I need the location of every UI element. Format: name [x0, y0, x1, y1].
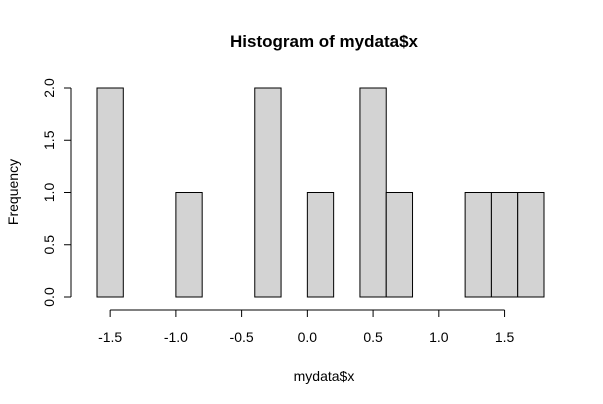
- histogram-bar: [464, 192, 492, 298]
- histogram-bar: [96, 87, 124, 298]
- histogram-bar: [385, 192, 414, 298]
- y-axis: 0.0 0.5 1.0 1.5 2.0: [41, 78, 72, 307]
- histogram-bar: [306, 192, 335, 298]
- y-tick-label: 1.5: [41, 130, 57, 150]
- y-axis-label: Frequency: [5, 159, 21, 225]
- x-tick-label: 1.0: [429, 329, 449, 345]
- histogram-bar: [517, 192, 545, 298]
- x-axis-label: mydata$x: [294, 368, 355, 384]
- y-tick-label: 1.0: [41, 183, 57, 203]
- histogram-bar: [490, 192, 519, 298]
- x-tick-label: -1.0: [164, 329, 188, 345]
- x-tick-label: 0.5: [363, 329, 383, 345]
- x-tick-label: 0.0: [298, 329, 318, 345]
- y-tick-label: 0.0: [41, 287, 57, 307]
- histogram-bar: [254, 87, 282, 298]
- histogram-bar: [175, 192, 203, 298]
- chart-title: Histogram of mydata$x: [230, 32, 419, 51]
- y-tick-label: 0.5: [41, 235, 57, 255]
- y-tick-label: 2.0: [41, 78, 57, 98]
- x-tick-label: -0.5: [230, 329, 254, 345]
- x-tick-label: 1.5: [495, 329, 515, 345]
- x-axis: -1.5 -1.0 -0.5 0.0 0.5 1.0 1.5: [98, 309, 515, 345]
- x-tick-label: -1.5: [98, 329, 122, 345]
- histogram-bars: [96, 87, 545, 298]
- histogram-bar: [359, 87, 387, 298]
